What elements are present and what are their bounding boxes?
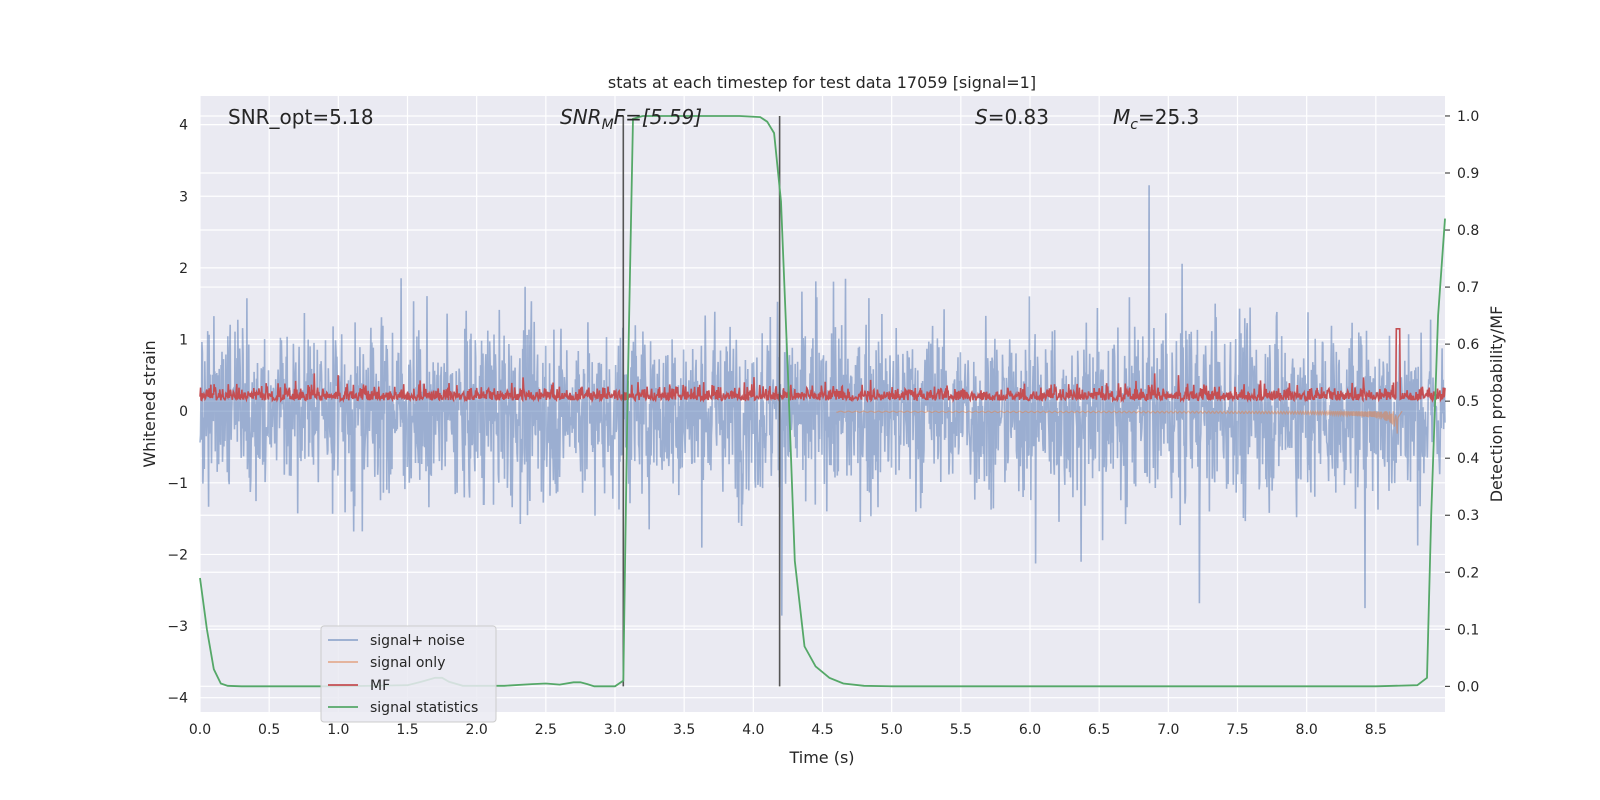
y-right-tick-label: 0.7 — [1457, 280, 1479, 296]
y-right-tick-label: 0.8 — [1457, 223, 1479, 239]
y-axis-label-right: Detection probability/MF — [1487, 306, 1506, 503]
x-tick-label: 1.5 — [396, 722, 418, 738]
y-right-tick-label: 0.9 — [1457, 166, 1479, 182]
x-tick-label: 7.0 — [1157, 722, 1179, 738]
annotation-snr-opt: SNR_opt=5.18 — [228, 105, 374, 129]
x-tick-labels: 0.0 0.5 1.0 1.5 2.0 2.5 3.0 3.5 4.0 4.5 5.0 5.5 6.0 6… — [189, 722, 1387, 738]
y-left-tick-label: 0 — [179, 404, 188, 420]
x-tick-label: 3.5 — [673, 722, 695, 738]
y-right-tick-labels: 1.0 0.9 0.8 0.7 0.6 0.5 0.4 0.3 0.2 0.1 0.0 — [1445, 109, 1479, 695]
series-signal-plus-noise — [199, 185, 1446, 616]
y-left-tick-label: −3 — [167, 619, 188, 635]
y-left-tick-labels: 4 3 2 1 0 −1 −2 −3 −4 — [167, 118, 188, 707]
series-signal-only — [836, 409, 1403, 434]
y-right-tick-label: 0.1 — [1457, 622, 1479, 638]
signal-only-line — [836, 409, 1403, 434]
x-tick-label: 8.0 — [1296, 722, 1318, 738]
snr-mf-rest: F=[5.59] — [614, 105, 702, 129]
y-left-tick-label: 4 — [179, 118, 188, 134]
s-var: S — [975, 105, 988, 129]
x-tick-label: 6.5 — [1088, 722, 1110, 738]
y-right-tick-label: 0.2 — [1457, 565, 1479, 581]
signal-plus-noise-line — [199, 185, 1446, 616]
y-left-tick-label: 2 — [179, 261, 188, 277]
y-left-tick-label: 1 — [179, 333, 188, 349]
x-tick-label: 1.0 — [327, 722, 349, 738]
annotation-s: S=0.83 — [975, 105, 1049, 129]
y-right-tick-label: 0.3 — [1457, 508, 1479, 524]
legend-label-stat: signal statistics — [370, 700, 478, 716]
detection-vlines — [622, 115, 781, 687]
x-tick-label: 4.5 — [811, 722, 833, 738]
snr-mf-sub: M — [602, 117, 614, 133]
x-tick-label: 5.0 — [881, 722, 903, 738]
x-tick-label: 0.5 — [258, 722, 280, 738]
y-left-tick-label: −4 — [167, 691, 188, 707]
legend: signal+ noise signal only MF signal stat… — [320, 625, 497, 723]
annotation-snr-mf: SNRMF=[5.59] — [560, 105, 702, 133]
s-value: =0.83 — [988, 105, 1049, 129]
series-mf — [199, 328, 1446, 404]
y-left-tick-label: −2 — [167, 547, 188, 563]
y-right-tick-label: 0.6 — [1457, 337, 1479, 353]
y-gridlines — [200, 124, 1445, 699]
x-tick-label: 4.0 — [742, 722, 764, 738]
mc-value: =25.3 — [1138, 105, 1199, 129]
x-tick-label: 7.5 — [1226, 722, 1248, 738]
x-tick-label: 8.5 — [1365, 722, 1387, 738]
legend-label-signal: signal only — [370, 655, 445, 671]
annotation-mc: Mc=25.3 — [1113, 105, 1199, 133]
legend-label-noise: signal+ noise — [370, 633, 465, 649]
x-tick-label: 6.0 — [1019, 722, 1041, 738]
y-left-tick-label: 3 — [179, 189, 188, 205]
x-tick-label: 3.0 — [604, 722, 626, 738]
snr-mf-main: SNR — [560, 105, 602, 129]
legend-box — [320, 625, 497, 723]
y-right-tick-label: 1.0 — [1457, 109, 1479, 125]
mc-sub: c — [1130, 117, 1138, 133]
y-axis-label-left: Whitened strain — [140, 340, 159, 467]
y-right-tick-label: 0.0 — [1457, 679, 1479, 695]
y-right-tick-label: 0.4 — [1457, 451, 1479, 467]
mc-var: M — [1113, 105, 1130, 129]
x-tick-label: 0.0 — [189, 722, 211, 738]
x-tick-label: 5.5 — [950, 722, 972, 738]
y-right-tick-label: 0.5 — [1457, 394, 1479, 410]
x-tick-label: 2.5 — [535, 722, 557, 738]
mf-line — [199, 328, 1446, 404]
chart-title: stats at each timestep for test data 170… — [608, 73, 1036, 92]
x-axis-label: Time (s) — [788, 748, 854, 767]
y-left-tick-label: −1 — [167, 476, 188, 492]
legend-label-mf: MF — [370, 678, 390, 694]
x-tick-label: 2.0 — [466, 722, 488, 738]
